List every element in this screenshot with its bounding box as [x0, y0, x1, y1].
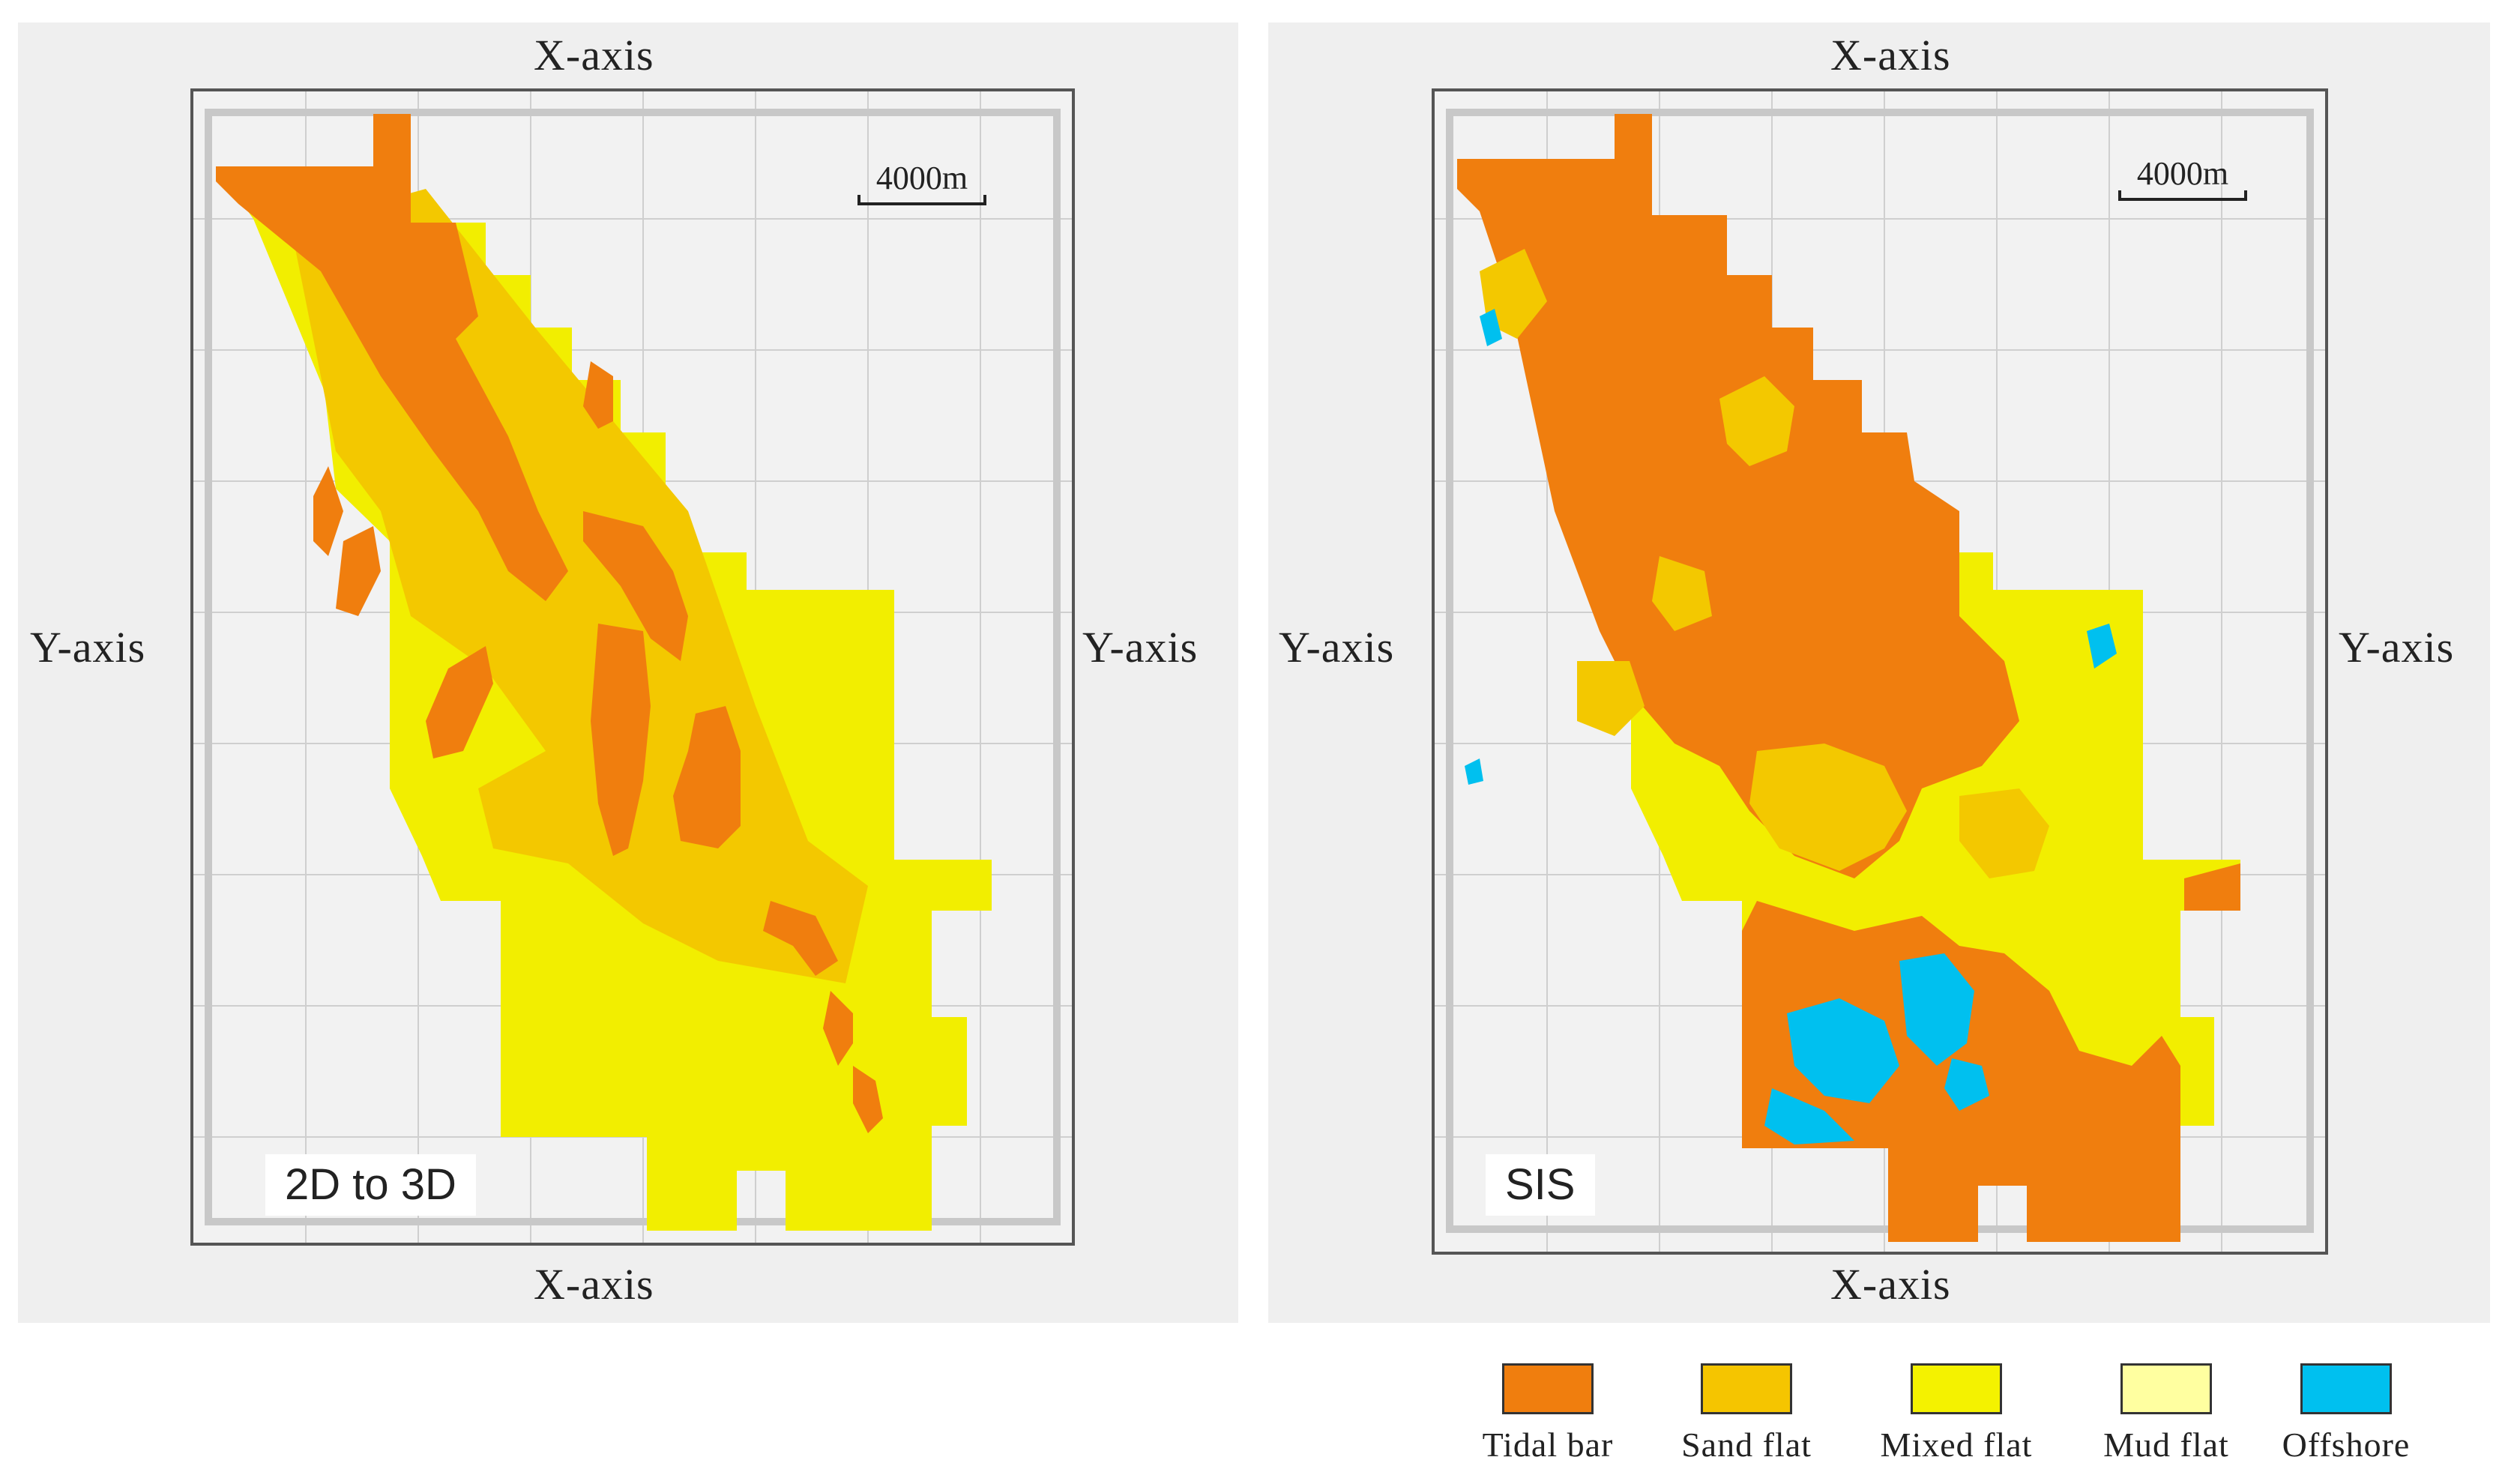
legend-label: Tidal bar	[1482, 1426, 1614, 1464]
legend-label: Mixed flat	[1880, 1426, 2033, 1464]
facies-map-sis	[1435, 91, 2325, 1252]
x-axis-label-bottom: X-axis	[534, 1260, 654, 1309]
legend-item-mixed-flat: Mixed flat	[1870, 1360, 2043, 1465]
y-axis-label-right: Y-axis	[2339, 623, 2455, 672]
legend-item-mud-flat: Mud flat	[2080, 1360, 2252, 1465]
map-panel-sis: X-axis X-axis Y-axis Y-axis	[1268, 22, 2490, 1323]
legend-swatch	[1502, 1363, 1594, 1414]
scale-bar-label: 4000m	[876, 160, 968, 196]
legend-swatch	[2120, 1363, 2212, 1414]
method-label: 2D to 3D	[265, 1154, 476, 1216]
x-axis-label-top: X-axis	[1830, 31, 1951, 79]
legend-label: Mud flat	[2103, 1426, 2229, 1464]
method-label: SIS	[1486, 1154, 1595, 1216]
y-axis-label-left: Y-axis	[30, 623, 146, 672]
legend-item-sand-flat: Sand flat	[1660, 1360, 1833, 1465]
legend-swatch	[2300, 1363, 2392, 1414]
legend-swatch	[1911, 1363, 2002, 1414]
legend-item-offshore: Offshore	[2260, 1360, 2432, 1465]
legend-swatch	[1701, 1363, 1792, 1414]
y-axis-label-left: Y-axis	[1279, 623, 1395, 672]
scale-bar-left: 4000m	[857, 160, 986, 205]
facies-map-2d-to-3d	[193, 91, 1072, 1243]
y-axis-label-right: Y-axis	[1082, 623, 1199, 672]
legend-label: Sand flat	[1681, 1426, 1812, 1464]
legend-item-tidal-bar: Tidal bar	[1462, 1360, 1634, 1465]
facies-legend: Tidal bar Sand flat Mixed flat Mud flat …	[1462, 1360, 2436, 1480]
x-axis-label-bottom: X-axis	[1830, 1260, 1951, 1309]
map-frame	[190, 88, 1075, 1246]
scale-bar-right: 4000m	[2118, 155, 2247, 201]
map-panel-2d-to-3d: X-axis X-axis Y-axis Y-axis	[18, 22, 1238, 1323]
legend-label: Offshore	[2282, 1426, 2411, 1464]
scale-bar-label: 4000m	[2137, 155, 2228, 192]
map-frame	[1432, 88, 2328, 1255]
x-axis-label-top: X-axis	[534, 31, 654, 79]
